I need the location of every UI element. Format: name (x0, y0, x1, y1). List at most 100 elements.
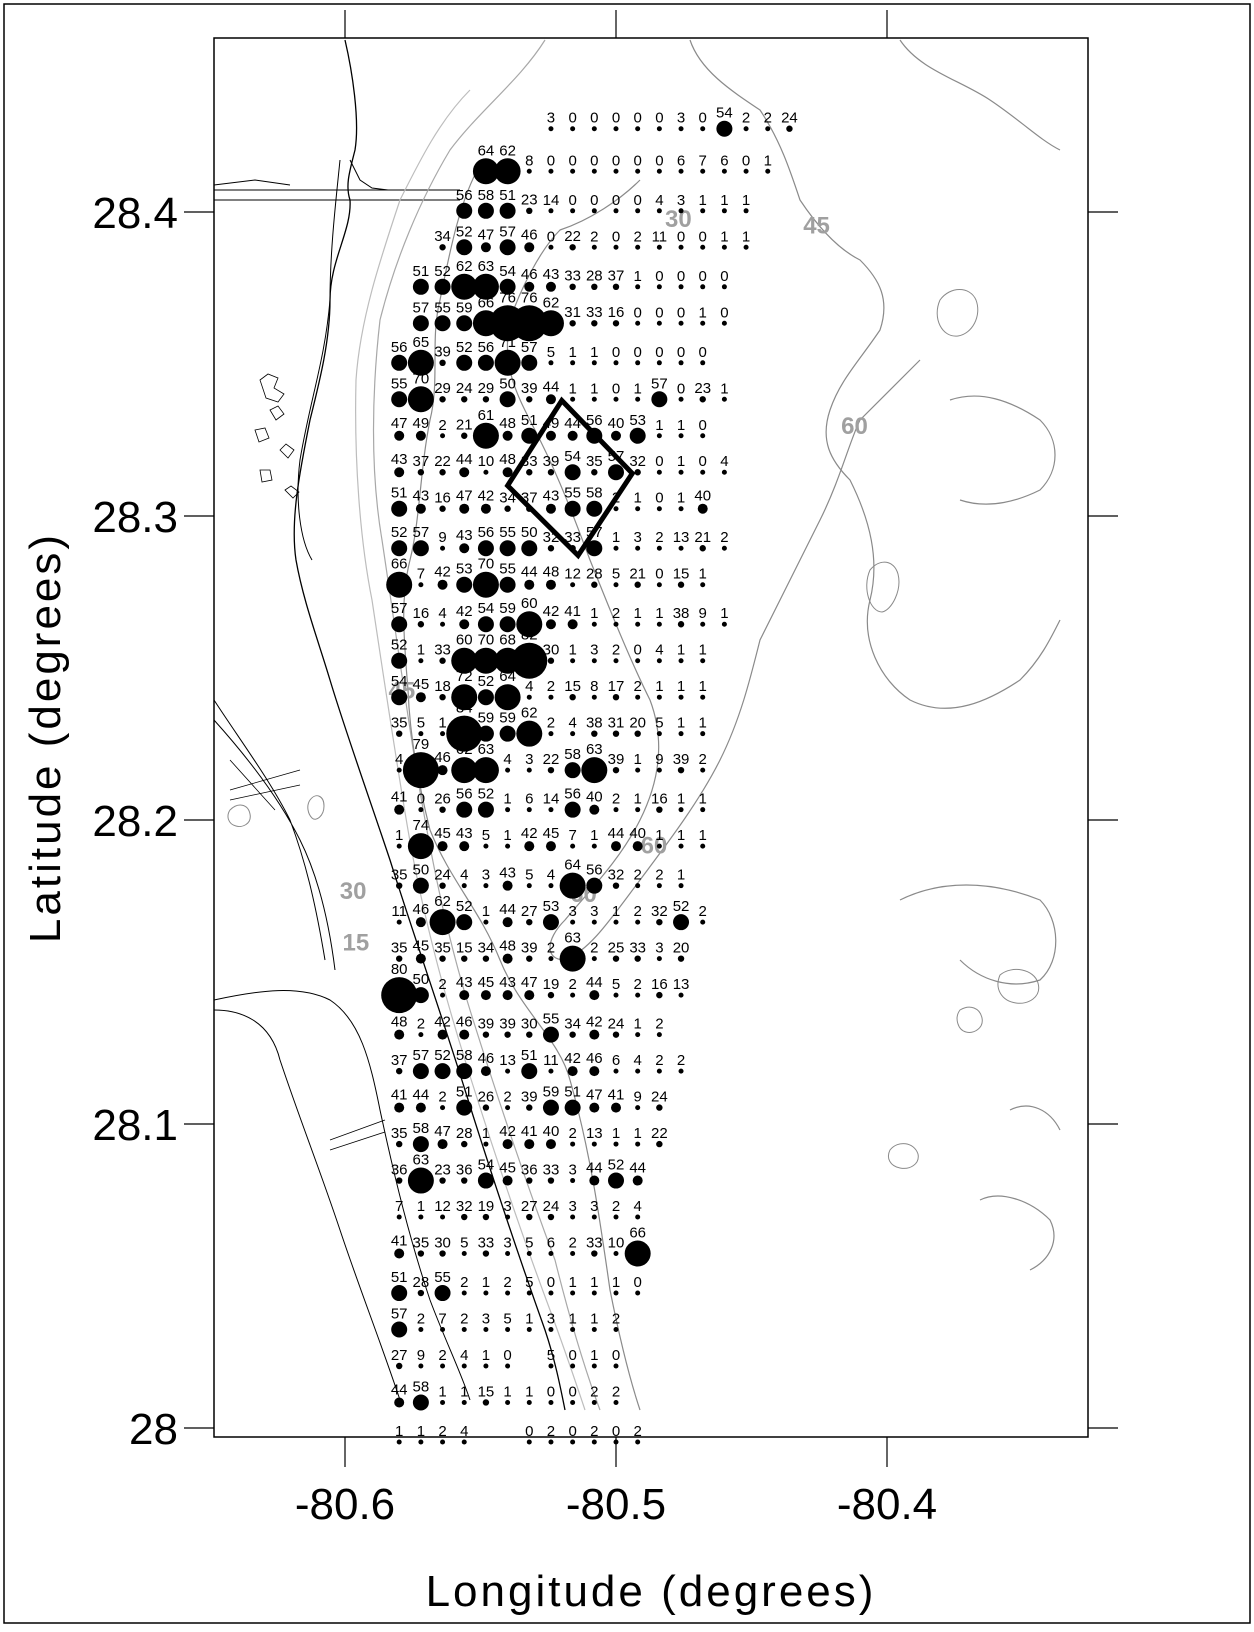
station-marker (570, 1363, 576, 1369)
station-marker (545, 503, 556, 514)
station-marker (526, 1439, 532, 1445)
station-marker (502, 990, 513, 1001)
station-marker (440, 731, 446, 737)
station-marker (502, 880, 513, 891)
station-marker (547, 766, 555, 774)
station-value: 51 (456, 1084, 473, 1101)
station-value: 14 (543, 791, 560, 808)
y-axis-label: Latitude (degrees) (21, 532, 70, 943)
station-marker (635, 621, 641, 627)
station-value: 1 (503, 1383, 511, 1400)
station-value: 4 (525, 678, 533, 695)
station-value: 57 (651, 375, 668, 392)
station-marker (439, 806, 446, 813)
station-value: 56 (586, 862, 603, 879)
station-marker (459, 990, 470, 1001)
station-marker (678, 320, 684, 326)
station-value: 57 (413, 299, 430, 316)
x-tick-label: -80.4 (837, 1480, 937, 1529)
station-value: 6 (612, 1052, 620, 1069)
station-marker (656, 956, 662, 962)
station-value: 1 (742, 228, 750, 245)
station-value: 55 (434, 1269, 451, 1286)
station-value: 60 (521, 595, 538, 612)
station-marker (591, 1141, 597, 1147)
station-marker (526, 694, 532, 700)
station-marker (635, 168, 641, 174)
station-value: 55 (543, 1011, 560, 1028)
station-marker (635, 1141, 641, 1147)
station-marker (502, 467, 513, 478)
station-marker (434, 278, 451, 295)
station-value: 37 (391, 1052, 408, 1069)
station-value: 3 (590, 903, 598, 920)
station-marker (483, 1290, 489, 1296)
station-value: 54 (716, 105, 733, 122)
station-value: 65 (413, 334, 430, 351)
station-marker (440, 433, 446, 439)
station-marker (612, 283, 620, 290)
station-value: 21 (456, 417, 473, 434)
station-marker (396, 767, 402, 773)
contour-closed-shapes (227, 289, 1040, 1169)
station-marker (526, 1213, 533, 1221)
station-value: 2 (547, 940, 555, 957)
station-value: 52 (391, 524, 408, 541)
station-marker (504, 1031, 511, 1038)
station-marker (591, 843, 597, 849)
station-marker (677, 955, 685, 962)
station-value: 51 (521, 412, 538, 429)
station-value: 2 (590, 228, 598, 245)
station-value: 50 (413, 971, 430, 988)
station-value: 2 (612, 1198, 620, 1215)
station-value: 1 (590, 1347, 598, 1364)
station-value: 52 (673, 898, 690, 915)
station-marker (548, 1068, 554, 1074)
station-marker (439, 1177, 446, 1184)
station-marker (656, 1104, 663, 1111)
station-value: 0 (677, 228, 685, 245)
station-value: 2 (699, 751, 707, 768)
station-value: 3 (482, 867, 490, 884)
station-marker (505, 807, 511, 813)
station-value: 43 (456, 527, 473, 544)
station-marker (429, 909, 456, 936)
station-value: 2 (438, 417, 446, 434)
station-value: 1 (590, 605, 598, 622)
station-marker (459, 503, 470, 514)
station-value: 5 (503, 1311, 511, 1328)
station-marker (700, 694, 706, 700)
station-marker (548, 208, 554, 214)
station-value: 22 (543, 751, 560, 768)
station-marker (412, 315, 429, 332)
station-value: 1 (482, 1125, 490, 1142)
station-marker (472, 273, 499, 300)
station-value: 35 (413, 1234, 430, 1251)
station-value: 68 (499, 632, 516, 649)
station-value: 63 (413, 1152, 430, 1169)
station-marker (545, 619, 556, 630)
station-marker (656, 806, 663, 813)
station-value: 37 (608, 268, 625, 285)
station-marker (494, 349, 521, 376)
station-marker (612, 320, 620, 327)
station-marker (765, 168, 771, 174)
station-value: 1 (612, 529, 620, 546)
station-value: 46 (434, 749, 451, 766)
station-marker (721, 244, 727, 250)
station-marker (480, 503, 491, 514)
station-marker (394, 1102, 405, 1113)
contour-label: 60 (841, 413, 868, 440)
station-marker (591, 1290, 597, 1296)
station-marker (656, 506, 662, 512)
station-marker (591, 919, 597, 925)
station-value: 62 (456, 258, 473, 275)
station-value: 1 (677, 453, 685, 470)
station-marker (591, 1439, 597, 1445)
station-marker (480, 242, 491, 253)
station-marker (548, 883, 554, 889)
station-value: 60 (456, 632, 473, 649)
station-marker (700, 208, 706, 214)
station-value: 2 (764, 110, 772, 127)
